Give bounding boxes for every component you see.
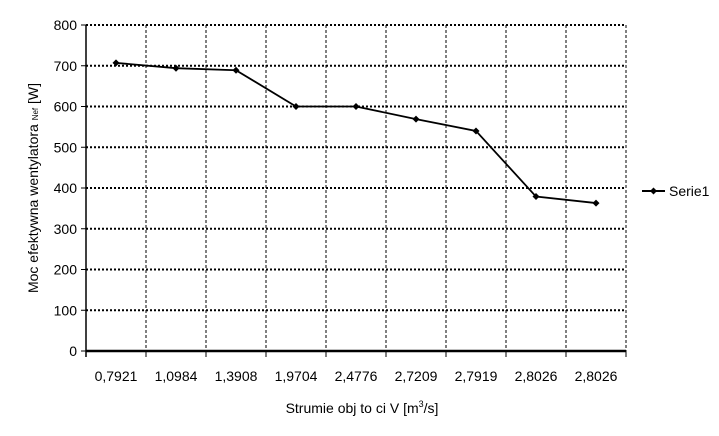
legend-label: Serie1 bbox=[669, 183, 710, 199]
y-tick-label: 200 bbox=[54, 262, 78, 278]
data-point bbox=[352, 103, 360, 110]
y-tick-label: 400 bbox=[54, 180, 78, 196]
y-tick-label: 300 bbox=[54, 221, 78, 237]
y-tick-label: 600 bbox=[54, 99, 78, 115]
y-axis-label: Moc efektywna wentylatora Nef [W] bbox=[25, 83, 41, 293]
x-tick-label: 2,8026 bbox=[515, 368, 558, 384]
y-tick-label: 800 bbox=[54, 17, 78, 33]
y-tick-label: 100 bbox=[54, 302, 78, 318]
data-point bbox=[532, 193, 540, 201]
series-line bbox=[115, 62, 597, 204]
y-tick-label: 700 bbox=[54, 58, 78, 74]
x-tick-label: 2,4776 bbox=[335, 368, 378, 384]
x-tick-label: 2,8026 bbox=[575, 368, 618, 384]
y-tick-labels: 0 100 200 300 400 500 600 700 800 bbox=[54, 17, 78, 359]
x-axis-label: Strumie obj to ci V [m3/s] bbox=[286, 399, 439, 416]
x-tick-label: 0,7921 bbox=[95, 368, 138, 384]
x-tick-label: 1,9704 bbox=[275, 368, 318, 384]
legend-marker bbox=[650, 187, 657, 195]
data-point bbox=[232, 66, 240, 74]
grid bbox=[86, 24, 627, 351]
series-serie1 bbox=[112, 59, 600, 207]
x-tick-labels: 0,7921 1,0984 1,3908 1,9704 2,4776 2,7209 2,79… bbox=[95, 368, 618, 384]
x-tick-label: 1,0984 bbox=[155, 368, 198, 384]
x-tick-label: 1,3908 bbox=[215, 368, 258, 384]
axes bbox=[81, 24, 627, 357]
data-point bbox=[292, 103, 300, 110]
data-point bbox=[592, 199, 600, 207]
data-point bbox=[412, 115, 420, 123]
data-point bbox=[472, 127, 480, 135]
y-tick-label: 0 bbox=[69, 343, 77, 359]
x-tick-label: 2,7919 bbox=[455, 368, 498, 384]
x-tick-label: 2,7209 bbox=[395, 368, 438, 384]
data-point bbox=[172, 64, 180, 72]
data-point bbox=[112, 59, 120, 67]
y-tick-label: 500 bbox=[54, 139, 78, 155]
legend: Serie1 bbox=[642, 183, 710, 199]
